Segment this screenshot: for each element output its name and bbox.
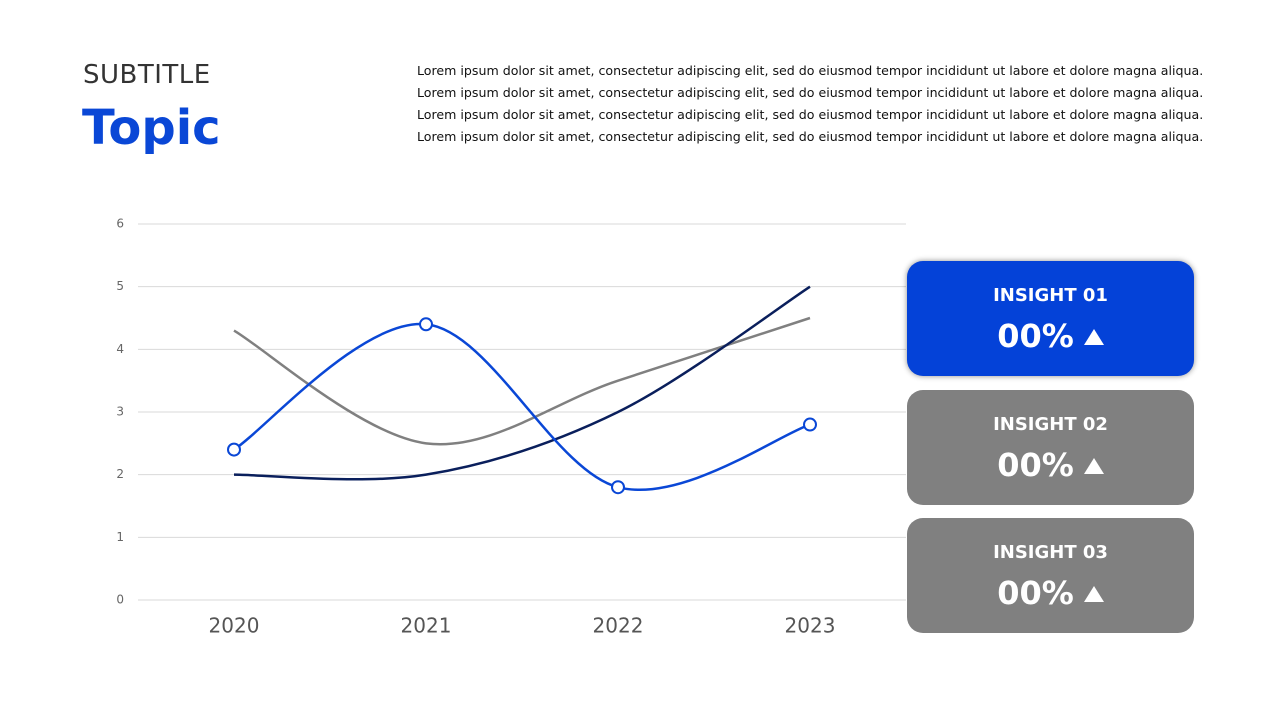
- insight-value-row: 00%: [907, 574, 1194, 612]
- y-tick-label: 2: [116, 467, 124, 481]
- subtitle: SUBTITLE: [83, 60, 211, 90]
- insight-value: 00%: [997, 574, 1074, 612]
- insight-value-row: 00%: [907, 317, 1194, 355]
- point-marker: [611, 480, 625, 495]
- y-tick-label: 1: [116, 530, 124, 544]
- x-tick-label: 2021: [401, 614, 452, 638]
- series-line: [233, 316, 811, 446]
- x-tick-label: 2023: [785, 614, 836, 638]
- up-arrow-icon: [1083, 457, 1104, 474]
- insight-label: INSIGHT 02: [993, 413, 1108, 435]
- x-tick-label: 2022: [593, 614, 644, 638]
- insight-value: 00%: [997, 317, 1074, 355]
- insight-value-row: 00%: [907, 446, 1194, 484]
- y-tick-label: 5: [116, 279, 124, 293]
- series-line: [233, 322, 811, 491]
- point-marker: [803, 417, 817, 432]
- y-tick-label: 4: [116, 342, 124, 356]
- y-tick-label: 3: [116, 405, 124, 419]
- insight-card: INSIGHT 02 00%: [907, 389, 1194, 505]
- series-line: [233, 285, 811, 481]
- x-tick-label: 2020: [209, 614, 260, 638]
- y-tick-label: 6: [116, 217, 124, 231]
- insight-value: 00%: [997, 445, 1074, 484]
- up-arrow-icon: [1083, 329, 1104, 345]
- up-arrow-icon: [1083, 586, 1104, 602]
- insight-label: INSIGHT 01: [993, 285, 1108, 306]
- y-tick-label: 0: [116, 593, 124, 607]
- point-marker: [227, 442, 241, 457]
- body-text: Lorem ipsum dolor sit amet, consectetur …: [417, 63, 1204, 144]
- insight-card: INSIGHT 03 00%: [907, 518, 1194, 633]
- point-marker: [419, 317, 433, 332]
- insight-card: INSIGHT 01 00%: [907, 261, 1194, 376]
- title: Topic: [82, 100, 221, 156]
- insight-label: INSIGHT 03: [993, 542, 1108, 563]
